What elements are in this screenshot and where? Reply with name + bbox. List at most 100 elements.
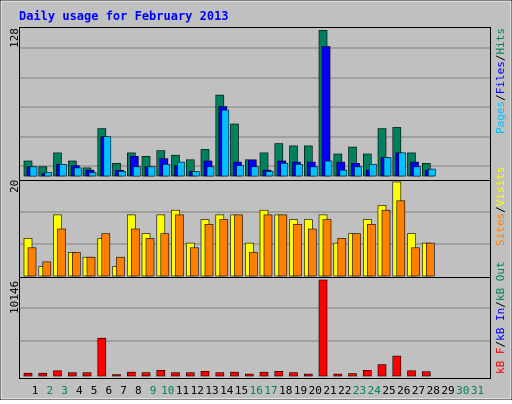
legend-text: Hits: [494, 28, 507, 55]
bar-sites-day-18: [278, 214, 288, 277]
bar-pages-day-1: [29, 166, 38, 177]
hits-files-pages-panel: 128 Pages/Files/Hits: [8, 27, 507, 181]
x-tick-label: 9: [150, 384, 157, 397]
x-axis-labels: 1 2 3 4 5 6 7 8 9 10 11 12 13 14 15 16 17 18 19 20 21 22 23 24 2…: [32, 384, 484, 397]
x-tick-label: 2: [46, 384, 53, 397]
bar-sites-day-10: [160, 233, 170, 277]
bar-sites-day-23: [352, 233, 361, 277]
bar-kb-f-day-25: [377, 364, 387, 377]
bar-kb-f-day-5: [82, 372, 92, 377]
bar-kb-f-day-12: [186, 372, 195, 377]
bar-sites-day-14: [219, 219, 229, 277]
bar-kb-f-day-1: [23, 372, 33, 377]
bar-kb-f-day-9: [141, 372, 151, 377]
bars: [23, 181, 435, 277]
x-tick-label: 7: [120, 384, 127, 397]
bar-pages-day-3: [59, 164, 67, 177]
bar-sites-day-9: [145, 238, 155, 277]
bar-kb-f-day-2: [38, 372, 48, 377]
bar-pages-day-27: [413, 166, 421, 177]
bar-pages-day-7: [118, 171, 126, 177]
bar-sites-day-3: [57, 228, 66, 277]
bar-kb-f-day-28: [421, 371, 431, 377]
x-tick-label: 31: [471, 384, 484, 397]
bar-kb-f-day-6: [97, 337, 107, 377]
bar-pages-day-6: [103, 136, 112, 177]
panel-frame: [19, 277, 491, 379]
bar-pages-day-2: [44, 172, 53, 177]
x-tick-label: 14: [220, 384, 234, 397]
bar-sites-day-21: [322, 219, 332, 277]
x-tick-label: 11: [176, 384, 189, 397]
bar-sites-day-26: [396, 200, 406, 277]
x-tick-label: 15: [235, 384, 248, 397]
bar-kb-f-day-16: [245, 373, 254, 377]
bar-pages-day-10: [162, 164, 171, 177]
legend-text: /: [494, 206, 507, 213]
x-tick-label: 19: [294, 384, 307, 397]
x-tick-label: 27: [412, 384, 425, 397]
bar-kb-f-day-4: [68, 372, 77, 377]
chart-title: Daily usage for February 2013: [19, 9, 229, 23]
bar-kb-f-day-21: [318, 279, 328, 377]
bar-pages-day-9: [147, 166, 156, 177]
bar-sites-day-17: [263, 214, 273, 277]
bar-pages-day-22: [339, 169, 348, 177]
bar-pages-day-12: [192, 171, 200, 177]
x-tick-label: 24: [368, 384, 382, 397]
bar-kb-f-day-20: [303, 373, 313, 377]
x-tick-label: 22: [338, 384, 351, 397]
bar-kb-f-day-17: [259, 371, 269, 377]
x-tick-label: 3: [61, 384, 68, 397]
bar-pages-day-23: [354, 166, 362, 177]
bar-pages-day-15: [236, 165, 244, 177]
bar-pages-day-17: [265, 171, 274, 177]
bar-pages-day-14: [221, 109, 230, 177]
bar-kb-f-day-8: [127, 371, 136, 377]
bar-kb-f-day-3: [53, 370, 62, 377]
x-tick-label: 17: [264, 384, 277, 397]
legend-text: /: [494, 55, 507, 62]
bar-kb-f-day-23: [348, 373, 357, 377]
x-tick-label: 23: [353, 384, 366, 397]
x-tick-label: 13: [205, 384, 218, 397]
x-tick-label: 21: [323, 384, 336, 397]
legend-text: kB In: [494, 308, 507, 341]
x-tick-label: 20: [309, 384, 322, 397]
kbytes-panel: 10146 kB F/kB In/kB Out: [8, 261, 507, 379]
panel-frame: [19, 27, 491, 181]
legend-text: Files: [494, 61, 507, 94]
legend-text: /: [494, 94, 507, 101]
series-legend-label: kB F/kB In/kB Out: [494, 261, 507, 374]
bar-kb-f-day-26: [392, 355, 402, 377]
bar-kb-f-day-19: [289, 372, 298, 377]
bar-kb-f-day-7: [112, 374, 121, 377]
bar-pages-day-21: [324, 160, 333, 177]
bar-pages-day-19: [295, 164, 303, 177]
x-tick-label: 18: [279, 384, 292, 397]
bar-pages-day-5: [88, 172, 97, 177]
bars: [23, 29, 436, 177]
legend-text: /: [494, 301, 507, 308]
bar-pages-day-16: [251, 166, 259, 177]
y-max-label: 10146: [8, 281, 21, 314]
bar-sites-day-13: [204, 224, 214, 277]
bar-pages-day-8: [133, 166, 141, 177]
x-tick-label: 12: [191, 384, 204, 397]
bar-sites-day-27: [411, 247, 420, 277]
legend-text: Sites: [494, 213, 507, 246]
x-tick-label: 1: [32, 384, 39, 397]
x-tick-label: 28: [427, 384, 440, 397]
y-max-label: 128: [8, 28, 21, 48]
bar-kb-f-day-10: [156, 369, 166, 377]
x-tick-label: 4: [76, 384, 83, 397]
bar-sites-day-19: [293, 224, 302, 277]
x-tick-label: 8: [135, 384, 142, 397]
bar-sites-day-12: [190, 247, 199, 277]
legend-text: Visits: [494, 167, 507, 207]
visits-sites-panel: 20 Sites/Visits: [8, 167, 507, 278]
bar-kb-f-day-22: [333, 373, 343, 377]
x-tick-label: 6: [105, 384, 112, 397]
